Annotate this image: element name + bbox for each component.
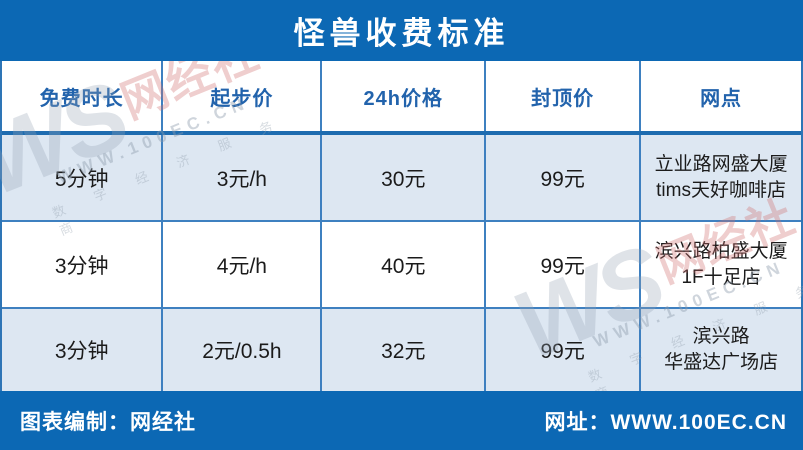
cell-cap-price: 99元 [486,222,642,307]
pricing-table: 免费时长 起步价 24h价格 封顶价 网点 5分钟 3元/h 30元 99元 立… [0,61,803,391]
cell-location: 滨兴路柏盛大厦 1F十足店 [654,240,788,288]
cell-free-time: 3分钟 [2,222,164,307]
footer-credit: 图表编制：网经社 [20,410,196,434]
cell-base-price: 2元/0.5h [163,309,323,391]
cell-free-time: 3分钟 [2,309,164,391]
header-24h-price: 24h价格 [322,61,487,131]
header-cap-price: 封顶价 [486,61,642,131]
header-free-time: 免费时长 [2,61,164,131]
cell-24h-price: 30元 [322,135,487,220]
header-base-price: 起步价 [163,61,323,131]
cell-base-price: 3元/h [163,135,323,220]
cell-cap-price: 99元 [486,135,642,220]
page-title: 怪兽收费标准 [293,16,510,51]
cell-location: 立业路网盛大厦 tims天好咖啡店 [654,153,788,201]
header-location: 网点 [700,87,743,110]
table-row: 3分钟 4元/h 40元 99元 滨兴路柏盛大厦 1F十足店 [2,220,801,307]
cell-free-time: 5分钟 [2,135,164,220]
cell-base-price: 4元/h [163,222,323,307]
footer-bar: 图表编制：网经社 网址：WWW.100EC.CN [0,391,803,450]
footer-website: 网址：WWW.100EC.CN [544,410,787,434]
title-bar: 怪兽收费标准 [0,0,803,61]
cell-24h-price: 32元 [322,309,487,391]
cell-location: 滨兴路 华盛达广场店 [664,326,779,373]
table-row: 3分钟 2元/0.5h 32元 99元 滨兴路 华盛达广场店 [2,307,801,391]
cell-24h-price: 40元 [322,222,487,307]
table-row: 5分钟 3元/h 30元 99元 立业路网盛大厦 tims天好咖啡店 [2,135,801,220]
table-header-row: 免费时长 起步价 24h价格 封顶价 网点 [2,61,801,135]
cell-cap-price: 99元 [486,309,642,391]
